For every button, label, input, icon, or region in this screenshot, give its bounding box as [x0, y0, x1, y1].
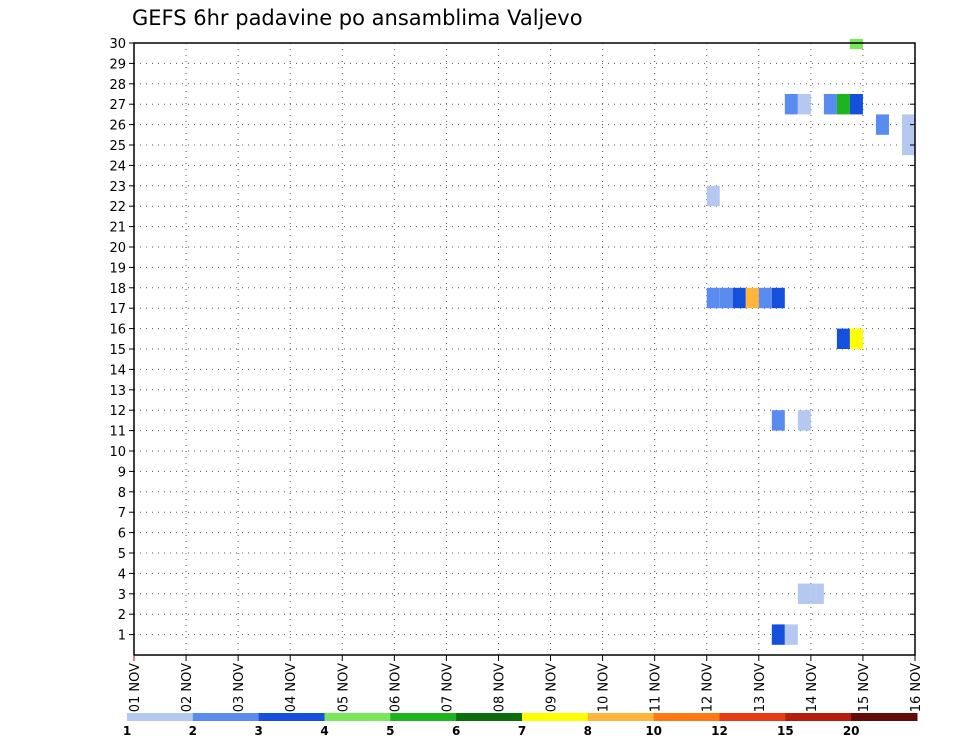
colorbar-label: 7: [518, 724, 526, 738]
heatmap-cell: [706, 185, 720, 207]
y-tick-label: 2: [118, 608, 126, 623]
colorbar-segment: [390, 713, 457, 721]
colorbar-segment: [587, 713, 655, 721]
heatmap-cell: [797, 583, 811, 604]
colorbar-label: 5: [386, 724, 394, 738]
x-tick-label: 12 NOV: [701, 663, 716, 712]
y-tick-label: 27: [109, 98, 126, 113]
heatmap-cell: [719, 287, 733, 309]
heatmap-cell: [732, 287, 746, 309]
y-tick-label: 5: [118, 547, 126, 562]
heatmap-cell: [797, 410, 811, 431]
y-tick-label: 6: [118, 527, 126, 542]
heatmap-cell: [771, 410, 785, 431]
y-tick-label: 24: [109, 159, 126, 174]
y-tick-label: 28: [109, 78, 126, 93]
heatmap-cell: [745, 287, 759, 309]
y-tick-label: 19: [109, 261, 126, 276]
y-tick-label: 22: [109, 200, 126, 215]
x-tick-label: 08 NOV: [492, 663, 507, 712]
heatmap-cell: [849, 94, 863, 115]
x-tick-label: 02 NOV: [180, 663, 195, 712]
colorbar-segment: [851, 713, 918, 721]
colorbar-label: 1: [123, 724, 131, 738]
x-tick-label: 01 NOV: [128, 663, 143, 712]
heatmap-cell: [784, 624, 798, 645]
y-tick-label: 23: [109, 180, 126, 195]
colorbar-label: 10: [645, 724, 662, 738]
y-tick-label: 21: [109, 221, 126, 236]
colorbar-segment: [324, 713, 391, 721]
x-tick-label: 04 NOV: [284, 663, 299, 712]
y-tick-label: 26: [109, 119, 126, 134]
heatmap-cell: [706, 287, 720, 309]
y-tick-label: 30: [109, 37, 126, 52]
heatmap-cell: [784, 94, 798, 115]
y-tick-label: 25: [109, 139, 126, 154]
y-tick-label: 12: [109, 404, 126, 419]
x-tick-label: 14 NOV: [805, 663, 820, 712]
x-tick-label: 05 NOV: [336, 663, 351, 712]
colorbar-label: 6: [452, 724, 460, 738]
colorbar-segment: [127, 713, 194, 721]
heatmap-cell: [771, 287, 785, 309]
x-tick-label: 07 NOV: [440, 663, 455, 712]
y-tick-label: 4: [118, 567, 126, 582]
y-tick-label: 1: [118, 629, 126, 644]
colorbar-segment: [258, 713, 325, 721]
y-tick-label: 3: [118, 588, 126, 603]
colorbar-segment: [522, 713, 589, 721]
heatmap-cell: [810, 583, 824, 604]
colorbar-label: 15: [777, 724, 794, 738]
y-tick-label: 11: [109, 425, 126, 440]
y-tick-label: 8: [118, 486, 126, 501]
x-tick-label: 06 NOV: [388, 663, 403, 712]
y-tick-label: 29: [109, 57, 126, 72]
y-tick-label: 9: [118, 465, 126, 480]
heatmap-cell: [849, 328, 863, 349]
colorbar-label: 3: [254, 724, 262, 738]
colorbar-segment: [653, 713, 720, 721]
x-tick-label: 16 NOV: [909, 663, 924, 712]
heatmap-cell: [901, 114, 915, 156]
heatmap-cell: [836, 94, 850, 115]
heatmap-cell: [758, 287, 772, 309]
y-tick-label: 10: [109, 445, 126, 460]
y-tick-label: 14: [109, 363, 126, 378]
y-tick-label: 16: [109, 323, 126, 338]
colorbar-label: 20: [843, 724, 860, 738]
y-tick-label: 17: [109, 302, 126, 317]
colorbar-label: 8: [584, 724, 592, 738]
colorbar-label: 2: [189, 724, 197, 738]
colorbar-segment: [785, 713, 852, 721]
colorbar-segment: [192, 713, 260, 721]
x-tick-label: 03 NOV: [232, 663, 247, 712]
colorbar-label: 4: [320, 724, 328, 738]
heatmap-cell: [797, 94, 811, 115]
heatmap-cell: [875, 114, 889, 135]
chart-title: GEFS 6hr padavine po ansamblima Valjevo: [132, 6, 583, 30]
colorbar-segment: [456, 713, 523, 721]
y-tick-label: 20: [109, 241, 126, 256]
x-tick-label: 10 NOV: [597, 663, 612, 712]
heatmap-cell: [771, 624, 785, 645]
x-tick-label: 11 NOV: [649, 663, 664, 712]
x-tick-label: 09 NOV: [545, 663, 560, 712]
y-tick-label: 18: [109, 282, 126, 297]
y-tick-label: 7: [118, 506, 126, 521]
colorbar-label: 12: [711, 724, 728, 738]
heatmap-cell: [836, 328, 850, 349]
y-tick-label: 13: [109, 384, 126, 399]
x-tick-label: 15 NOV: [857, 663, 872, 712]
y-tick-label: 15: [109, 343, 126, 358]
heatmap-cell: [823, 94, 837, 115]
colorbar-segment: [719, 713, 786, 721]
heatmap-cell: [849, 38, 863, 50]
x-tick-label: 13 NOV: [753, 663, 768, 712]
